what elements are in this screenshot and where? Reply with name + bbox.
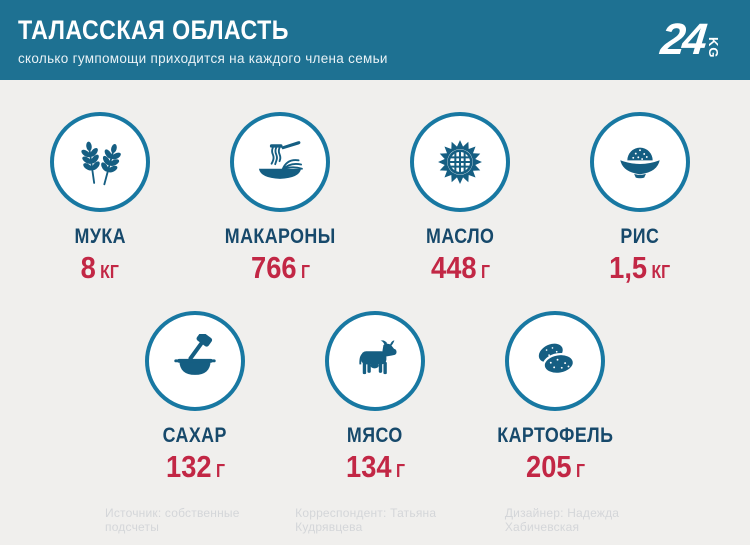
wheat-icon — [78, 140, 125, 188]
credits: Источник: собственные подсчеты Корреспон… — [0, 506, 750, 534]
item-icon-circle — [590, 112, 690, 212]
items-row-1: МУКА 8 кг — [0, 112, 750, 285]
item-oil: МАСЛО 448 г — [370, 112, 550, 285]
item-label: САХАР — [162, 424, 228, 448]
item-icon-circle — [50, 112, 150, 212]
sunflower-icon — [438, 140, 482, 184]
item-potato: КАРТОФЕЛЬ 205 г — [465, 311, 645, 484]
item-value-number: 8 — [80, 250, 97, 285]
item-value: 1,5 кг — [609, 250, 671, 285]
credit-source: Источник: собственные подсчеты — [105, 506, 240, 534]
credit-designer: Дизайнер: Надежда Хабичевская — [504, 506, 620, 534]
item-value-number: 132 — [165, 449, 212, 485]
cow-icon — [359, 340, 397, 375]
potatoes-icon — [538, 343, 575, 376]
item-value-unit: г — [480, 262, 490, 282]
item-icon-circle — [410, 112, 510, 212]
item-label: РИС — [620, 225, 660, 248]
item-value-number: 448 — [430, 250, 477, 285]
page-title: ТАЛАССКАЯ ОБЛАСТЬ — [18, 14, 289, 45]
item-icon-circle — [230, 112, 330, 212]
item-value-unit: кг — [100, 262, 120, 282]
item-value: 134 г — [345, 449, 405, 485]
header: ТАЛАССКАЯ ОБЛАСТЬ сколько гумпомощи прих… — [0, 0, 750, 80]
item-label: МЯСО — [347, 424, 403, 448]
item-value: 205 г — [525, 449, 585, 485]
items-row-2: САХАР 132 г — [0, 311, 750, 484]
item-value-number: 134 — [345, 449, 392, 485]
item-value: 132 г — [165, 449, 225, 485]
item-value-number: 766 — [250, 250, 297, 285]
item-label: МАСЛО — [425, 225, 495, 248]
rice-bowl-icon — [619, 147, 661, 179]
item-value-number: 1,5 — [609, 250, 648, 285]
item-meat: МЯСО 134 г — [285, 311, 465, 484]
item-label: МАКАРОНЫ — [224, 225, 336, 248]
header-text: ТАЛАССКАЯ ОБЛАСТЬ сколько гумпомощи прих… — [18, 15, 388, 66]
item-sugar: САХАР 132 г — [105, 311, 285, 484]
page-subtitle: сколько гумпомощи приходится на каждого … — [18, 50, 388, 66]
item-icon-circle — [145, 311, 245, 412]
logo-suffix: KG — [706, 37, 721, 59]
item-pasta: МАКАРОНЫ 766 г — [190, 112, 370, 285]
item-value-number: 205 — [525, 449, 572, 485]
item-label: МУКА — [74, 225, 126, 248]
item-value: 766 г — [250, 250, 310, 285]
logo-number: 24 — [658, 15, 707, 65]
item-rice: РИС 1,5 кг — [550, 112, 730, 285]
item-label: КАРТОФЕЛЬ — [496, 424, 614, 448]
item-value-unit: кг — [651, 262, 671, 282]
item-value-unit: г — [395, 461, 405, 482]
item-value-unit: г — [215, 461, 225, 482]
item-icon-circle — [325, 311, 425, 412]
pasta-icon — [258, 141, 303, 179]
item-flour: МУКА 8 кг — [10, 112, 190, 285]
sugar-scoop-icon — [174, 334, 216, 376]
item-value-unit: г — [300, 262, 310, 282]
item-value: 448 г — [430, 250, 490, 285]
item-value: 8 кг — [80, 250, 120, 285]
item-value-unit: г — [575, 461, 585, 482]
logo-24kg: 24 KG — [658, 15, 721, 65]
credit-correspondent: Корреспондент: Татьяна Кудрявцева — [295, 506, 437, 534]
item-icon-circle — [505, 311, 605, 412]
